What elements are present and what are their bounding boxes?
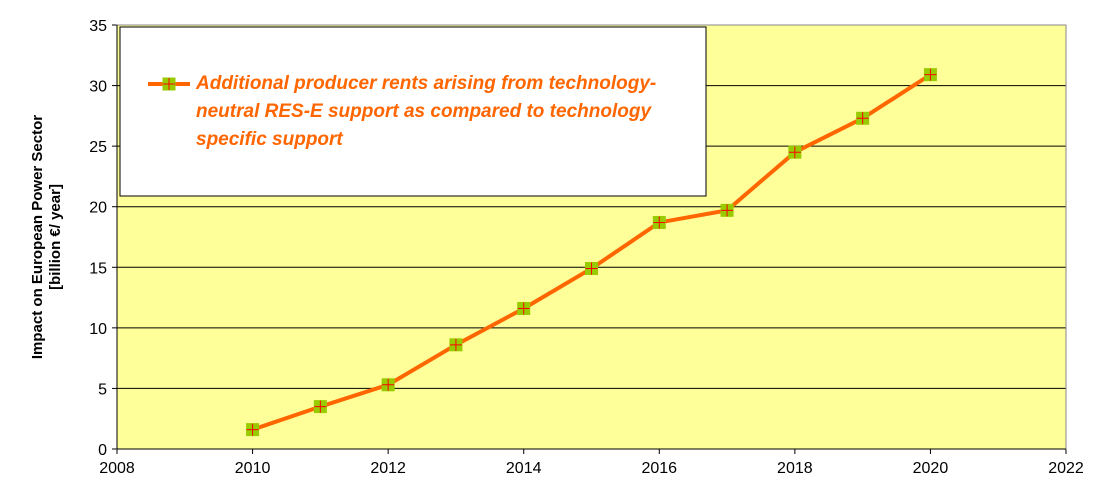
y-axis-label: [billion €/ year] bbox=[47, 184, 64, 290]
x-tick-label: 2010 bbox=[235, 460, 271, 477]
marker-cross bbox=[382, 378, 395, 391]
y-tick-label: 5 bbox=[98, 381, 107, 398]
y-tick-label: 25 bbox=[89, 139, 107, 156]
legend-box bbox=[119, 26, 707, 197]
x-tick-label: 2020 bbox=[913, 460, 949, 477]
marker-cross bbox=[653, 216, 666, 229]
x-tick-label: 2008 bbox=[99, 460, 135, 477]
marker-cross bbox=[856, 112, 869, 125]
x-tick-label: 2016 bbox=[641, 460, 677, 477]
y-axis-label: Impact on European Power Sector bbox=[29, 115, 46, 359]
marker-cross bbox=[449, 338, 462, 351]
marker-cross bbox=[788, 146, 801, 159]
marker-cross bbox=[246, 423, 259, 436]
y-tick-label: 35 bbox=[89, 18, 107, 35]
marker-cross bbox=[585, 262, 598, 275]
marker-cross bbox=[517, 302, 530, 315]
y-tick-label: 30 bbox=[89, 79, 107, 96]
x-tick-label: 2018 bbox=[777, 460, 813, 477]
x-tick-label: 2014 bbox=[506, 460, 542, 477]
marker-cross bbox=[163, 78, 175, 90]
y-tick-label: 0 bbox=[98, 442, 107, 459]
y-tick-label: 10 bbox=[89, 321, 107, 338]
y-tick-label: 15 bbox=[89, 260, 107, 277]
marker-cross bbox=[924, 68, 937, 81]
x-tick-label: 2022 bbox=[1048, 460, 1084, 477]
x-tick-label: 2012 bbox=[370, 460, 406, 477]
y-tick-label: 20 bbox=[89, 200, 107, 217]
legend-label: Additional producer rents arising from t… bbox=[196, 73, 657, 150]
marker-cross bbox=[314, 400, 327, 413]
marker-cross bbox=[721, 204, 734, 217]
